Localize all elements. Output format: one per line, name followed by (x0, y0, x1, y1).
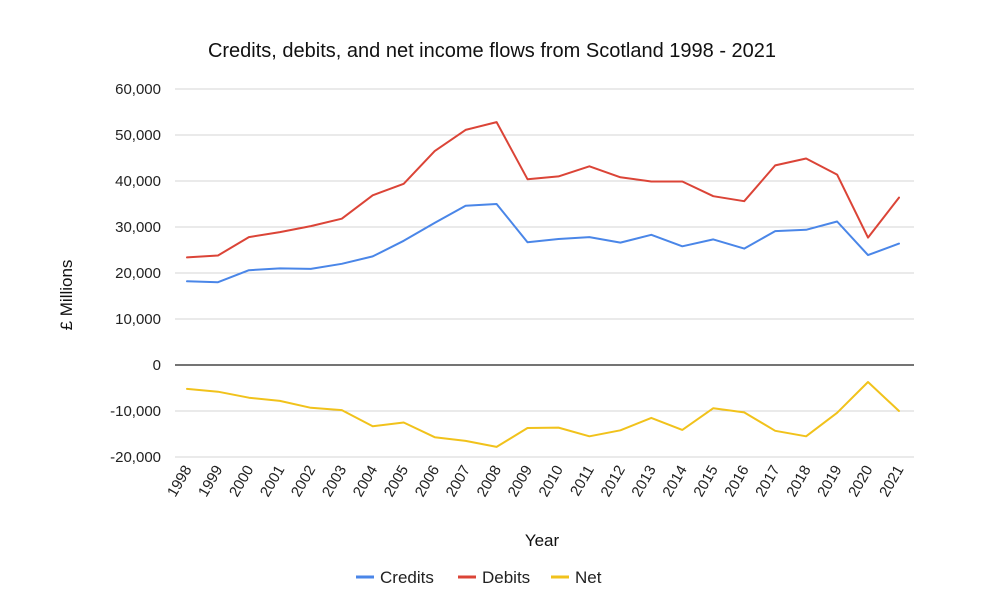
x-tick-label: 2020 (845, 463, 876, 500)
legend: Credits Debits Net (356, 568, 602, 587)
series-line-net (186, 381, 900, 448)
y-tick-label: -20,000 (110, 449, 161, 466)
gridlines (175, 88, 914, 458)
series-line-credits (186, 203, 900, 284)
series-lines (186, 121, 900, 448)
x-tick-label: 2010 (536, 463, 567, 500)
y-tick-label: 30,000 (115, 219, 161, 236)
y-tick-label: 20,000 (115, 265, 161, 282)
y-tick-label: 60,000 (115, 81, 161, 98)
y-axis-label: £ Millions (57, 260, 76, 331)
x-tick-label: 2017 (752, 463, 783, 500)
chart-title: Credits, debits, and net income flows fr… (208, 40, 776, 62)
y-tick-label: 40,000 (115, 173, 161, 190)
x-tick-label: 2019 (814, 463, 845, 500)
x-tick-label: 2014 (659, 463, 690, 500)
y-tick-label: 50,000 (115, 127, 161, 144)
y-tick-label: -10,000 (110, 403, 161, 420)
x-axis-label: Year (525, 531, 560, 550)
x-tick-label: 2003 (319, 463, 350, 500)
legend-item-credits: Credits (356, 568, 434, 587)
x-axis-tick-labels: 1998 1999 2000 2001 2002 2003 2004 2005 2006 2007… (164, 462, 907, 499)
x-tick-label: 2018 (783, 463, 814, 500)
x-tick-label: 2008 (474, 462, 505, 499)
y-tick-label: 10,000 (115, 311, 161, 328)
legend-label: Credits (380, 568, 434, 587)
y-axis-tick-labels: 60,000 50,000 40,000 30,000 20,000 10,000 0 -10… (110, 81, 161, 466)
x-tick-label: 2000 (226, 463, 257, 500)
x-tick-label: 2007 (443, 463, 474, 500)
x-tick-label: 2009 (505, 463, 536, 500)
x-tick-label: 2013 (628, 463, 659, 500)
legend-item-debits: Debits (458, 568, 530, 587)
x-tick-label: 2021 (876, 463, 907, 500)
x-tick-label: 2004 (350, 463, 381, 500)
legend-label: Net (575, 568, 602, 587)
x-tick-label: 2012 (597, 463, 628, 500)
x-tick-label: 1999 (195, 463, 226, 500)
x-tick-label: 2005 (381, 463, 412, 500)
x-tick-label: 2011 (567, 463, 598, 499)
series-line-debits (186, 121, 900, 259)
y-tick-label: 0 (153, 357, 161, 374)
x-tick-label: 2015 (690, 463, 721, 500)
x-tick-label: 1998 (164, 463, 195, 500)
legend-label: Debits (482, 568, 530, 587)
legend-item-net: Net (551, 568, 602, 587)
x-tick-label: 2016 (721, 463, 752, 500)
x-tick-label: 2001 (257, 463, 288, 500)
x-tick-label: 2006 (412, 463, 443, 500)
x-tick-label: 2002 (288, 463, 319, 500)
